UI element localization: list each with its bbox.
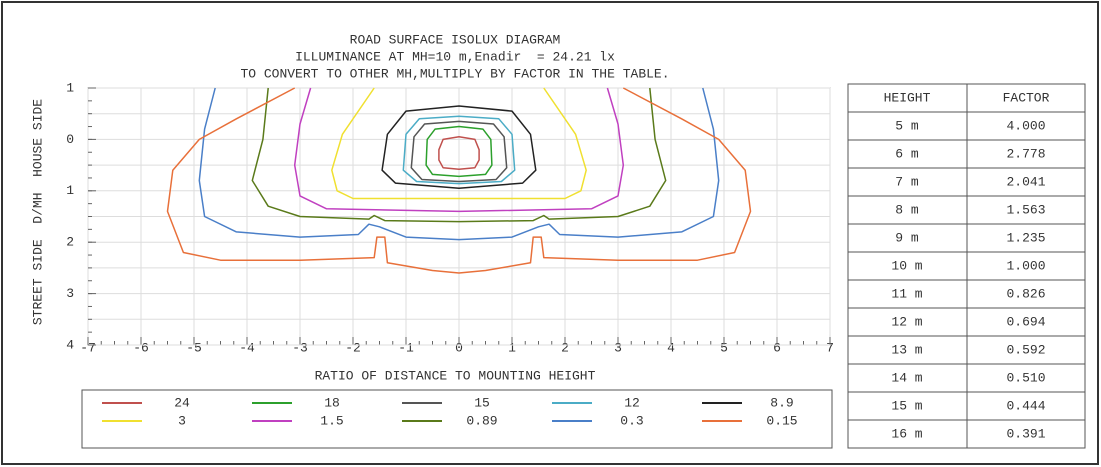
table-cell: 2.778 bbox=[1006, 146, 1045, 161]
table-cell: 16 m bbox=[891, 426, 922, 441]
x-axis-label: RATIO OF DISTANCE TO MOUNTING HEIGHT bbox=[315, 368, 596, 383]
table-cell: 14 m bbox=[891, 370, 922, 385]
table-cell: 0.510 bbox=[1006, 370, 1045, 385]
isolux-contour bbox=[293, 87, 625, 213]
x-tick-label: 5 bbox=[720, 340, 728, 355]
x-tick-label: 6 bbox=[773, 340, 781, 355]
x-tick-label: 7 bbox=[826, 340, 834, 355]
legend-label: 1.5 bbox=[320, 413, 343, 428]
isolux-contour bbox=[251, 87, 667, 223]
isolux-contour bbox=[331, 87, 587, 200]
legend-label: 24 bbox=[174, 395, 190, 410]
table-cell: 12 m bbox=[891, 314, 922, 329]
table-cell: 11 m bbox=[891, 286, 922, 301]
legend-label: 18 bbox=[324, 395, 340, 410]
table-header: FACTOR bbox=[1003, 90, 1050, 105]
legend-label: 15 bbox=[474, 395, 490, 410]
table-cell: 0.592 bbox=[1006, 342, 1045, 357]
x-tick-label: -1 bbox=[398, 340, 414, 355]
table-cell: 4.000 bbox=[1006, 118, 1045, 133]
legend-label: 0.15 bbox=[766, 413, 797, 428]
table-cell: 9 m bbox=[895, 230, 919, 245]
legend-label: 12 bbox=[624, 395, 640, 410]
isolux-contour bbox=[438, 136, 480, 170]
x-tick-label: -7 bbox=[80, 340, 96, 355]
table-cell: 5 m bbox=[895, 118, 919, 133]
y-tick-label: 1 bbox=[66, 80, 74, 95]
chart-title: ROAD SURFACE ISOLUX DIAGRAM bbox=[350, 32, 561, 47]
y-tick-label: 0 bbox=[66, 132, 74, 147]
table-cell: 0.694 bbox=[1006, 314, 1045, 329]
table-cell: 15 m bbox=[891, 398, 922, 413]
isolux-contour bbox=[166, 87, 752, 274]
table-cell: 2.041 bbox=[1006, 174, 1045, 189]
x-tick-label: -6 bbox=[133, 340, 149, 355]
isolux-contour bbox=[198, 87, 720, 241]
table-cell: 13 m bbox=[891, 342, 922, 357]
table-cell: 0.391 bbox=[1006, 426, 1045, 441]
table-cell: 1.000 bbox=[1006, 258, 1045, 273]
y-tick-label: 2 bbox=[66, 235, 74, 250]
isolux-contour bbox=[425, 125, 493, 178]
legend-box bbox=[81, 389, 833, 449]
x-tick-label: 4 bbox=[667, 340, 675, 355]
isolux-contour bbox=[410, 120, 508, 183]
legend-label: 0.3 bbox=[620, 413, 643, 428]
legend-label: 8.9 bbox=[770, 395, 793, 410]
table-cell: 1.563 bbox=[1006, 202, 1045, 217]
x-tick-label: -3 bbox=[292, 340, 308, 355]
table-cell: 8 m bbox=[895, 202, 919, 217]
x-tick-label: -5 bbox=[186, 340, 202, 355]
table-cell: 1.235 bbox=[1006, 230, 1045, 245]
y-tick-label: 3 bbox=[66, 286, 74, 301]
x-tick-label: 1 bbox=[508, 340, 516, 355]
x-tick-label: 0 bbox=[455, 340, 463, 355]
table-cell: 6 m bbox=[895, 146, 919, 161]
table-cell: 7 m bbox=[895, 174, 919, 189]
chart-subtitle: ILLUMINANCE AT MH=10 m,Enadir = 24.21 lx bbox=[295, 49, 615, 64]
y-axis-label: STREET SIDE D/MH HOUSE SIDE bbox=[30, 99, 45, 325]
isolux-contour bbox=[402, 115, 516, 185]
table-cell: 10 m bbox=[891, 258, 922, 273]
isolux-contour bbox=[381, 105, 537, 189]
y-tick-label: 4 bbox=[66, 337, 74, 352]
table-cell: 0.444 bbox=[1006, 398, 1045, 413]
y-tick-label: 1 bbox=[66, 183, 74, 198]
legend-label: 0.89 bbox=[466, 413, 497, 428]
table-cell: 0.826 bbox=[1006, 286, 1045, 301]
x-tick-label: -4 bbox=[239, 340, 255, 355]
chart-subtitle: TO CONVERT TO OTHER MH,MULTIPLY BY FACTO… bbox=[240, 66, 669, 81]
table-header: HEIGHT bbox=[884, 90, 931, 105]
x-tick-label: 2 bbox=[561, 340, 569, 355]
x-tick-label: -2 bbox=[345, 340, 361, 355]
x-tick-label: 3 bbox=[614, 340, 622, 355]
legend-label: 3 bbox=[178, 413, 186, 428]
